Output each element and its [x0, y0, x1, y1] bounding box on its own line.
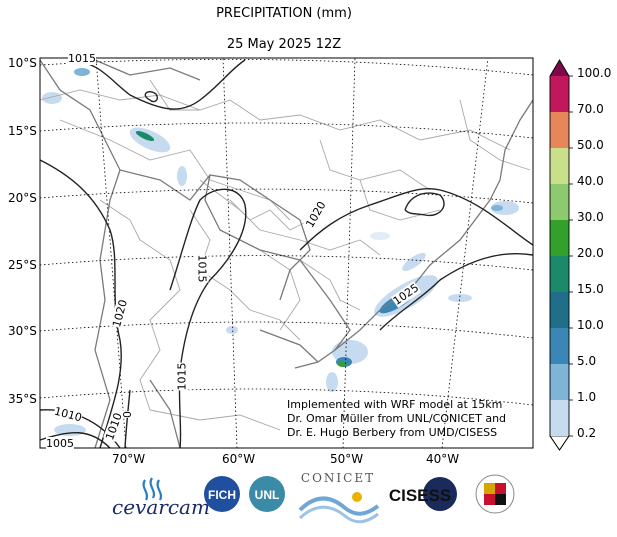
colorbar-tick-label: 20.0 [577, 246, 604, 260]
colorbar-segment [550, 184, 569, 220]
colorbar-tick-label: 1.0 [577, 390, 597, 404]
isobar-label: 1015 [175, 362, 189, 391]
map-frame [39, 57, 534, 449]
colorbar-tick-label: 100.0 [577, 66, 612, 80]
colorbar-segment [550, 256, 569, 292]
national-borders [39, 59, 534, 449]
colorbar-segment [550, 148, 569, 184]
credit-line: Dr. Omar Müller from UNL/CONICET and [287, 412, 507, 425]
colorbar-tick-label: 40.0 [577, 174, 604, 188]
fich-logo: FICH [204, 476, 240, 512]
lat-label: 25°S [8, 258, 37, 272]
colorbar-tick-label: 30.0 [577, 210, 604, 224]
colorbar-tick-label: 10.0 [577, 318, 604, 332]
colorbar-segment [550, 292, 569, 328]
umd-seal [475, 474, 515, 514]
isobar-label: 1015 [68, 52, 96, 65]
cevarcam-logo: cevarcam [112, 477, 210, 519]
credit-line: Implemented with WRF model at 15km [287, 398, 503, 411]
isobars [39, 59, 534, 449]
cevarcam-wordmark: cevarcam [112, 495, 210, 519]
credit-text: Implemented with WRF model at 15km Dr. O… [287, 398, 506, 440]
lat-label: 10°S [8, 56, 37, 70]
isobar-label: 1005 [46, 437, 74, 450]
lat-label: 30°S [8, 324, 37, 338]
lat-label: 20°S [8, 191, 37, 205]
colorbar-segment [550, 364, 569, 400]
colorbar-segment [550, 112, 569, 148]
colorbar-segment [550, 76, 569, 112]
lon-label: 40°W [426, 452, 460, 466]
cisess-wordmark: CISESS [389, 486, 451, 505]
lon-label: 50°W [330, 452, 364, 466]
fich-wordmark: FICH [208, 488, 236, 502]
graticule [39, 57, 534, 449]
map-subtitle: 25 May 2025 12Z [226, 37, 342, 52]
colorbar [549, 59, 573, 451]
colorbar-tick-label: 5.0 [577, 354, 597, 368]
colorbar-segment [550, 400, 569, 436]
isobar-label: 0 [121, 411, 134, 418]
colorbar-tick-label: 70.0 [577, 102, 604, 116]
colorbar-segment [550, 328, 569, 364]
colorbar-segment [550, 220, 569, 256]
credit-line: Dr. E. Hugo Berbery from UMD/CISESS [287, 426, 498, 439]
isobar-label: 1015 [195, 254, 209, 283]
lon-label: 60°W [222, 452, 256, 466]
unl-wordmark: UNL [255, 488, 280, 502]
state-borders [39, 79, 531, 431]
colorbar-min-extension [549, 435, 570, 451]
conicet-logo: CONICET [298, 471, 380, 524]
colorbar-max-extension [550, 60, 569, 76]
lat-label: 15°S [8, 124, 37, 138]
colorbar-tick-label: 50.0 [577, 138, 604, 152]
colorbar-tick-label: 15.0 [577, 282, 604, 296]
logo-strip: cevarcam FICH UNL CONICET CISESS [112, 471, 515, 524]
unl-logo: UNL [249, 476, 285, 512]
lat-label: 35°S [8, 392, 37, 406]
map-title: PRECIPITATION (mm) [216, 6, 352, 21]
colorbar-tick-label: 0.2 [577, 426, 597, 440]
lon-label: 70°W [112, 452, 146, 466]
conicet-wordmark: CONICET [301, 471, 375, 485]
cisess-logo: CISESS [389, 477, 457, 511]
